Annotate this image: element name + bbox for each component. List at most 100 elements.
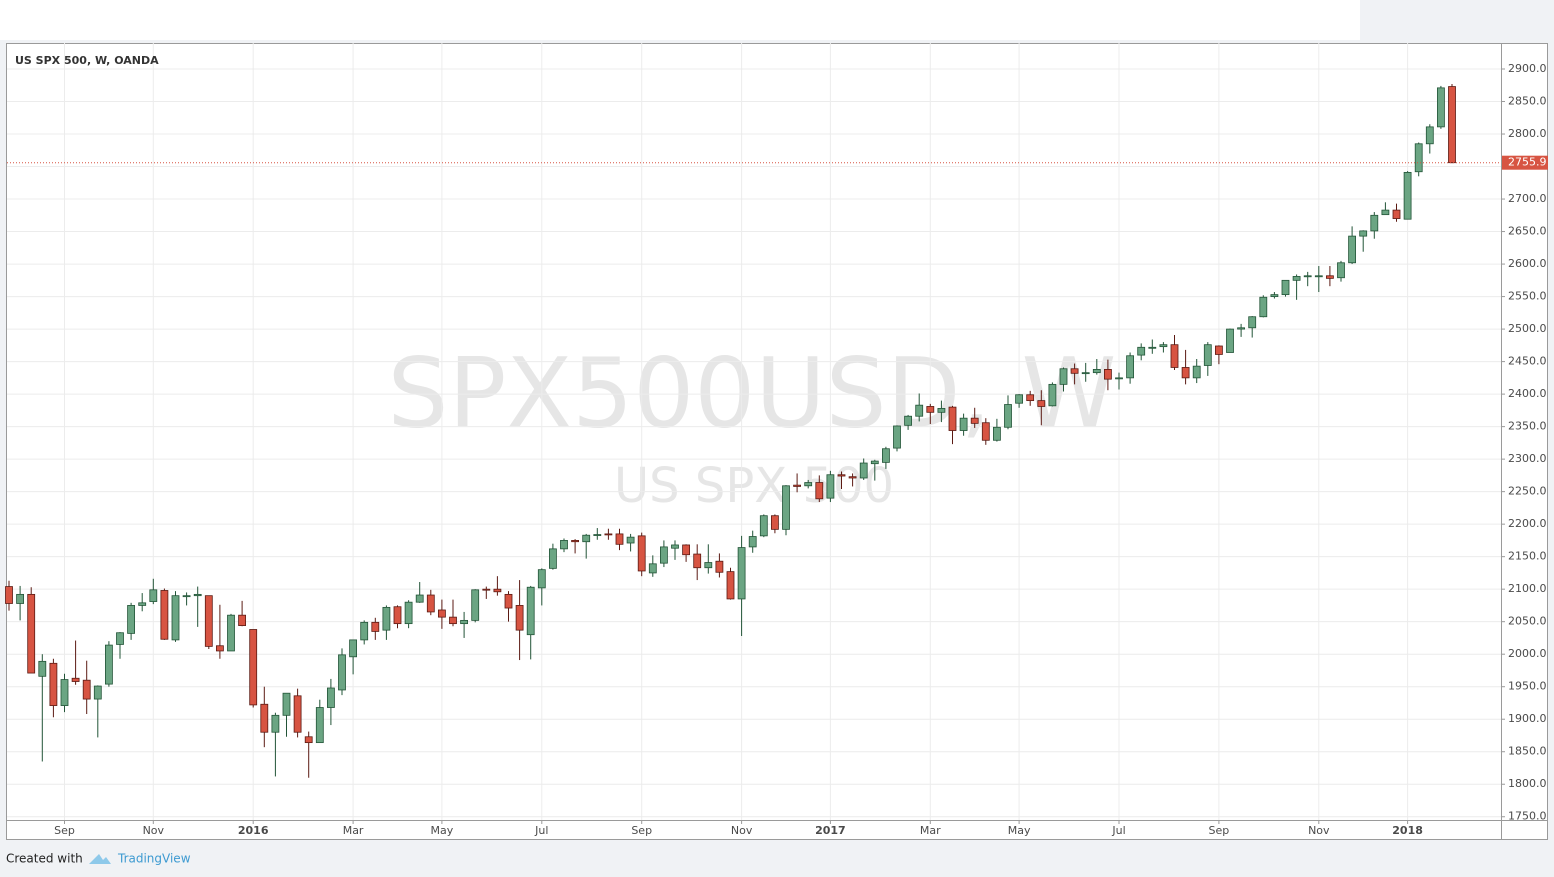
candle-body xyxy=(1381,209,1390,216)
top-banner xyxy=(0,0,1360,40)
candle-body xyxy=(27,593,36,674)
candle-body xyxy=(526,586,535,636)
candle-body xyxy=(1004,404,1012,428)
candle-body xyxy=(1359,230,1368,237)
candle-body xyxy=(326,687,335,708)
candle-body xyxy=(748,536,757,548)
candle-body xyxy=(249,629,258,706)
candle-body xyxy=(882,448,890,463)
candle-body xyxy=(915,404,924,417)
grid xyxy=(7,43,1501,820)
candle-body xyxy=(71,677,80,682)
candle-body xyxy=(193,593,202,597)
candle-body xyxy=(582,534,591,543)
candle-body xyxy=(1137,346,1146,356)
candle-body xyxy=(626,536,635,544)
candle-body xyxy=(1348,235,1356,264)
candle-body xyxy=(504,593,513,609)
candle-body xyxy=(1425,126,1434,145)
candle-body xyxy=(759,515,768,537)
candle-body xyxy=(782,485,790,530)
candle-body xyxy=(1026,394,1035,402)
candle-body xyxy=(182,595,191,598)
candle-body xyxy=(604,533,613,536)
candle-body xyxy=(1392,209,1401,219)
candle-body xyxy=(160,590,169,640)
candle-body xyxy=(1148,346,1157,349)
y-tick-label: 2300.0 xyxy=(1508,452,1547,465)
x-tick-label: May xyxy=(431,824,454,837)
x-tick-label: Jul xyxy=(534,824,548,837)
candle-body xyxy=(515,605,524,631)
y-tick-label: 2450.0 xyxy=(1508,355,1547,368)
y-tick-label: 1950.0 xyxy=(1508,680,1547,693)
candle-body xyxy=(704,562,713,569)
candle-body xyxy=(1270,294,1279,297)
candle-body xyxy=(693,553,702,569)
candle-body xyxy=(926,406,935,413)
candle-body xyxy=(1170,344,1179,368)
y-tick-label: 2600.0 xyxy=(1508,257,1547,270)
candle-body xyxy=(371,621,380,632)
tradingview-logo xyxy=(89,854,111,864)
candle-body xyxy=(415,594,424,603)
candle-body xyxy=(1259,296,1268,318)
candle-body xyxy=(726,571,735,600)
y-tick-label: 2650.0 xyxy=(1508,225,1547,238)
candle-body xyxy=(171,595,180,641)
candle-body xyxy=(1048,383,1057,407)
candle-body xyxy=(571,540,579,543)
candle-body xyxy=(315,707,324,744)
candle-body xyxy=(304,736,313,744)
candle-body xyxy=(260,703,269,733)
candle-body xyxy=(460,619,469,625)
candle-body xyxy=(60,679,69,706)
candle-body xyxy=(493,588,502,593)
candle-body xyxy=(393,606,402,625)
y-tick-label: 2700.0 xyxy=(1508,192,1547,205)
y-tick-label: 1850.0 xyxy=(1508,745,1547,758)
x-tick-label: Jul xyxy=(1111,824,1125,837)
x-tick-label: 2017 xyxy=(815,824,846,837)
candle-body xyxy=(338,654,346,691)
y-tick-label: 1800.0 xyxy=(1508,777,1547,790)
candle-body xyxy=(1414,143,1423,173)
y-tick-label: 2800.0 xyxy=(1508,127,1547,140)
candle-body xyxy=(970,417,979,424)
watermark-subtitle: US SPX 500 xyxy=(614,458,894,514)
candle-body xyxy=(893,425,901,449)
y-tick-label: 2050.0 xyxy=(1508,615,1547,628)
candle-body xyxy=(615,533,624,545)
x-tick-label: Sep xyxy=(631,824,652,837)
x-tick-label: Nov xyxy=(143,824,165,837)
candle-body xyxy=(426,594,435,613)
candle-body xyxy=(1281,279,1290,296)
footer-text: Created with xyxy=(6,852,83,866)
candle-body xyxy=(737,547,746,600)
candle-body xyxy=(981,422,990,441)
y-tick-label: 1750.0 xyxy=(1508,810,1547,823)
candle-body xyxy=(1314,275,1323,278)
candle-body xyxy=(127,605,135,634)
candle-body xyxy=(1215,345,1223,355)
candle-body xyxy=(904,415,912,426)
candle-body xyxy=(360,621,369,641)
candle-body xyxy=(149,589,158,602)
x-tick-label: Sep xyxy=(1209,824,1230,837)
candle-body xyxy=(1181,367,1190,379)
candle-body xyxy=(1192,365,1201,379)
chart-title: US SPX 500, W, OANDA xyxy=(15,54,159,67)
candle-body xyxy=(1081,372,1090,375)
candle-body xyxy=(1015,394,1023,404)
candle-body xyxy=(771,515,779,530)
x-tick-label: Sep xyxy=(54,824,75,837)
candle-body xyxy=(1126,355,1134,379)
candle-body xyxy=(859,462,868,479)
candle-body xyxy=(660,546,668,564)
footer-brand[interactable]: TradingView xyxy=(117,852,191,866)
candle-body xyxy=(593,534,602,536)
candle-body xyxy=(815,482,824,500)
candle-body xyxy=(1403,171,1412,220)
last-price-label: 2755.9 xyxy=(1508,156,1547,169)
candle-body xyxy=(404,601,413,625)
